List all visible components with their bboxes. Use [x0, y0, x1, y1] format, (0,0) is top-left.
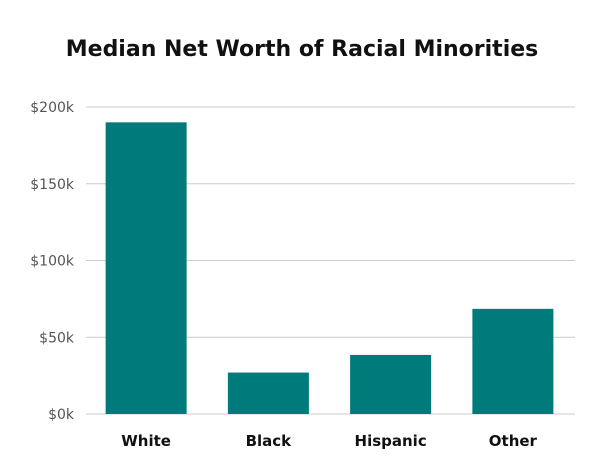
x-tick-label-other: Other	[489, 432, 538, 450]
x-tick-label-black: Black	[246, 432, 293, 450]
bar-black	[227, 372, 309, 414]
bar-other	[472, 308, 554, 414]
y-tick-label: $0k	[48, 407, 75, 423]
bar-hispanic	[350, 354, 432, 414]
y-tick-label: $50k	[39, 330, 75, 346]
y-axis-tick-labels: $0k $50k $100k $150k $200k	[30, 100, 75, 423]
chart-title: Median Net Worth of Racial Minorities	[66, 37, 539, 62]
bar-white	[105, 122, 187, 414]
bars	[105, 122, 554, 414]
y-tick-label: $200k	[30, 100, 75, 116]
x-axis-tick-labels: White Black Hispanic Other	[121, 432, 537, 450]
y-tick-label: $100k	[30, 254, 75, 270]
y-tick-label: $150k	[30, 177, 75, 193]
x-tick-label-hispanic: Hispanic	[355, 432, 427, 450]
x-tick-label-white: White	[121, 432, 171, 450]
